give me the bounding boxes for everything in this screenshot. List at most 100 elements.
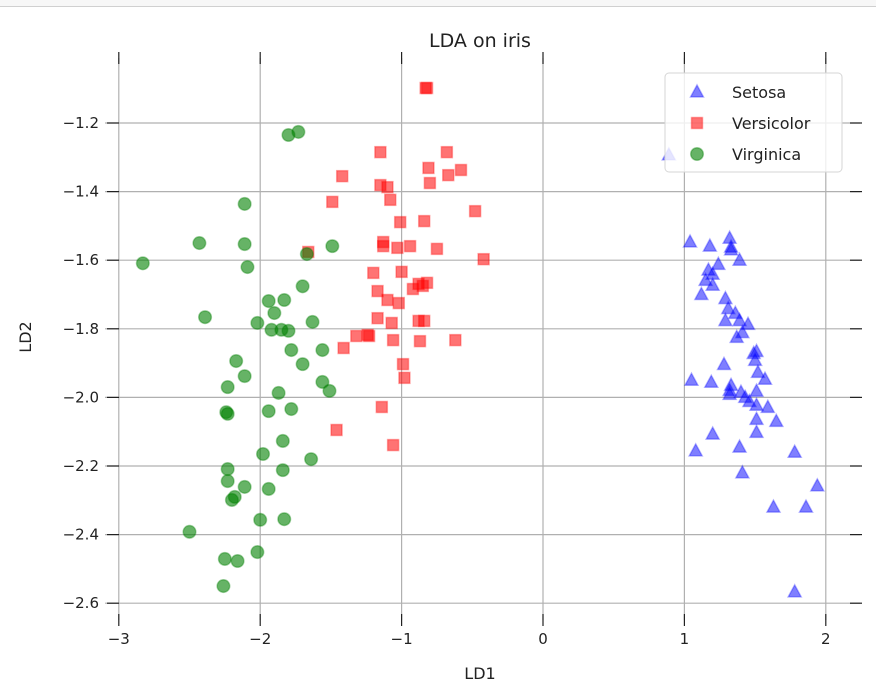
virginica-point: [325, 239, 340, 254]
y-tick-label: −2.6: [63, 594, 99, 612]
legend-label-virginica: Virginica: [732, 145, 801, 164]
virginica-point: [237, 369, 252, 384]
virginica-point: [227, 489, 242, 504]
virginica-point: [315, 343, 330, 358]
axis-ticks: −3 −2 −1 0 1 2 −1.2 −1.4 −1.6 −1.8 −2.0 −2.2 −2.4 −2.…: [63, 52, 862, 648]
virginica-point: [198, 310, 213, 325]
chart-title: LDA on iris: [429, 30, 531, 52]
setosa-point: [697, 271, 714, 287]
setosa-point: [750, 363, 766, 379]
versicolor-point: [367, 266, 380, 280]
x-tick-label: 2: [821, 630, 831, 648]
setosa-point: [768, 412, 785, 428]
virginica-point: [305, 314, 320, 329]
virginica-point: [277, 292, 292, 308]
virginica-point: [304, 452, 319, 467]
setosa-point: [710, 255, 727, 271]
legend-marker-setosa: [689, 83, 705, 98]
setosa-point: [731, 311, 748, 327]
virginica-point: [220, 462, 235, 477]
setosa-point: [682, 233, 698, 248]
virginica-point: [284, 402, 299, 417]
setosa-point: [760, 398, 776, 414]
setosa-point: [727, 304, 744, 320]
virginica-point: [220, 474, 235, 489]
setosa-point: [717, 311, 734, 327]
x-tick-label: 0: [538, 630, 548, 648]
virginica-point: [220, 406, 235, 421]
versicolor-point: [326, 195, 339, 209]
y-tick-label: −1.8: [63, 320, 99, 338]
virginica-point: [182, 524, 197, 539]
versicolor-point: [477, 252, 490, 266]
setosa-point: [702, 237, 718, 252]
versicolor-point: [375, 400, 389, 414]
versicolor-point: [362, 329, 376, 343]
setosa-point: [687, 442, 704, 457]
virginica-point: [281, 323, 296, 338]
versicolor-point: [374, 145, 387, 159]
virginica-point: [261, 404, 276, 419]
setosa-point: [748, 410, 765, 426]
versicolor-point: [392, 296, 406, 310]
virginica-point: [135, 256, 150, 271]
setosa-point: [757, 370, 773, 385]
setosa-point: [786, 583, 803, 598]
virginica-point: [322, 383, 337, 398]
versicolor-point: [337, 341, 350, 355]
versicolor-point: [430, 242, 444, 256]
versicolor-point: [422, 161, 435, 175]
setosa-point: [747, 351, 763, 367]
versicolor-point: [440, 145, 454, 159]
virginica-point: [250, 315, 265, 331]
versicolor-point: [371, 284, 384, 298]
virginica-point: [295, 279, 310, 294]
virginica-point: [237, 196, 252, 211]
virginica-point: [217, 551, 232, 567]
setosa-point: [734, 464, 751, 479]
versicolor-point: [330, 423, 343, 437]
versicolor-point: [454, 163, 468, 177]
virginica-point: [284, 343, 299, 358]
virginica-point: [255, 446, 271, 462]
versicolor-point: [395, 265, 408, 279]
versicolor-point: [393, 215, 407, 229]
x-tick-label: −1: [391, 630, 413, 648]
legend-marker-virginica: [689, 146, 705, 162]
versicolor-point: [396, 357, 410, 371]
virginica-point: [275, 433, 290, 449]
virginica-point: [237, 237, 252, 252]
legend: Setosa Versicolor Virginica: [664, 72, 843, 173]
setosa-point: [734, 323, 751, 339]
versicolor-point: [371, 311, 384, 325]
versicolor-point: [468, 204, 482, 218]
versicolor-point: [449, 333, 462, 347]
cell-top-border: [0, 0, 876, 7]
virginica-point: [271, 385, 286, 400]
setosa-point: [741, 392, 758, 408]
y-tick-label: −1.2: [63, 114, 99, 132]
setosa-point: [740, 315, 756, 331]
setosa-point: [798, 498, 814, 513]
virginica-point: [261, 293, 276, 309]
x-tick-label: 1: [680, 630, 690, 648]
setosa-point: [786, 443, 803, 459]
setosa-point: [748, 396, 765, 412]
legend-label-setosa: Setosa: [732, 83, 786, 102]
versicolor-point: [381, 293, 394, 307]
virginica-point: [240, 260, 255, 275]
versicolor-point: [417, 214, 431, 228]
virginica-point: [220, 380, 235, 395]
versicolor-point: [423, 176, 437, 190]
y-tick-label: −2.0: [63, 388, 99, 406]
versicolor-point: [335, 169, 349, 183]
grid: [105, 58, 860, 620]
versicolor-point: [442, 168, 455, 182]
series-versicolor: [302, 81, 490, 452]
versicolor-point: [384, 193, 397, 207]
setosa-point: [723, 241, 739, 256]
legend-label-versicolor: Versicolor: [732, 114, 811, 133]
versicolor-point: [376, 239, 390, 253]
setosa-point: [704, 425, 721, 440]
setosa-point: [731, 251, 748, 266]
